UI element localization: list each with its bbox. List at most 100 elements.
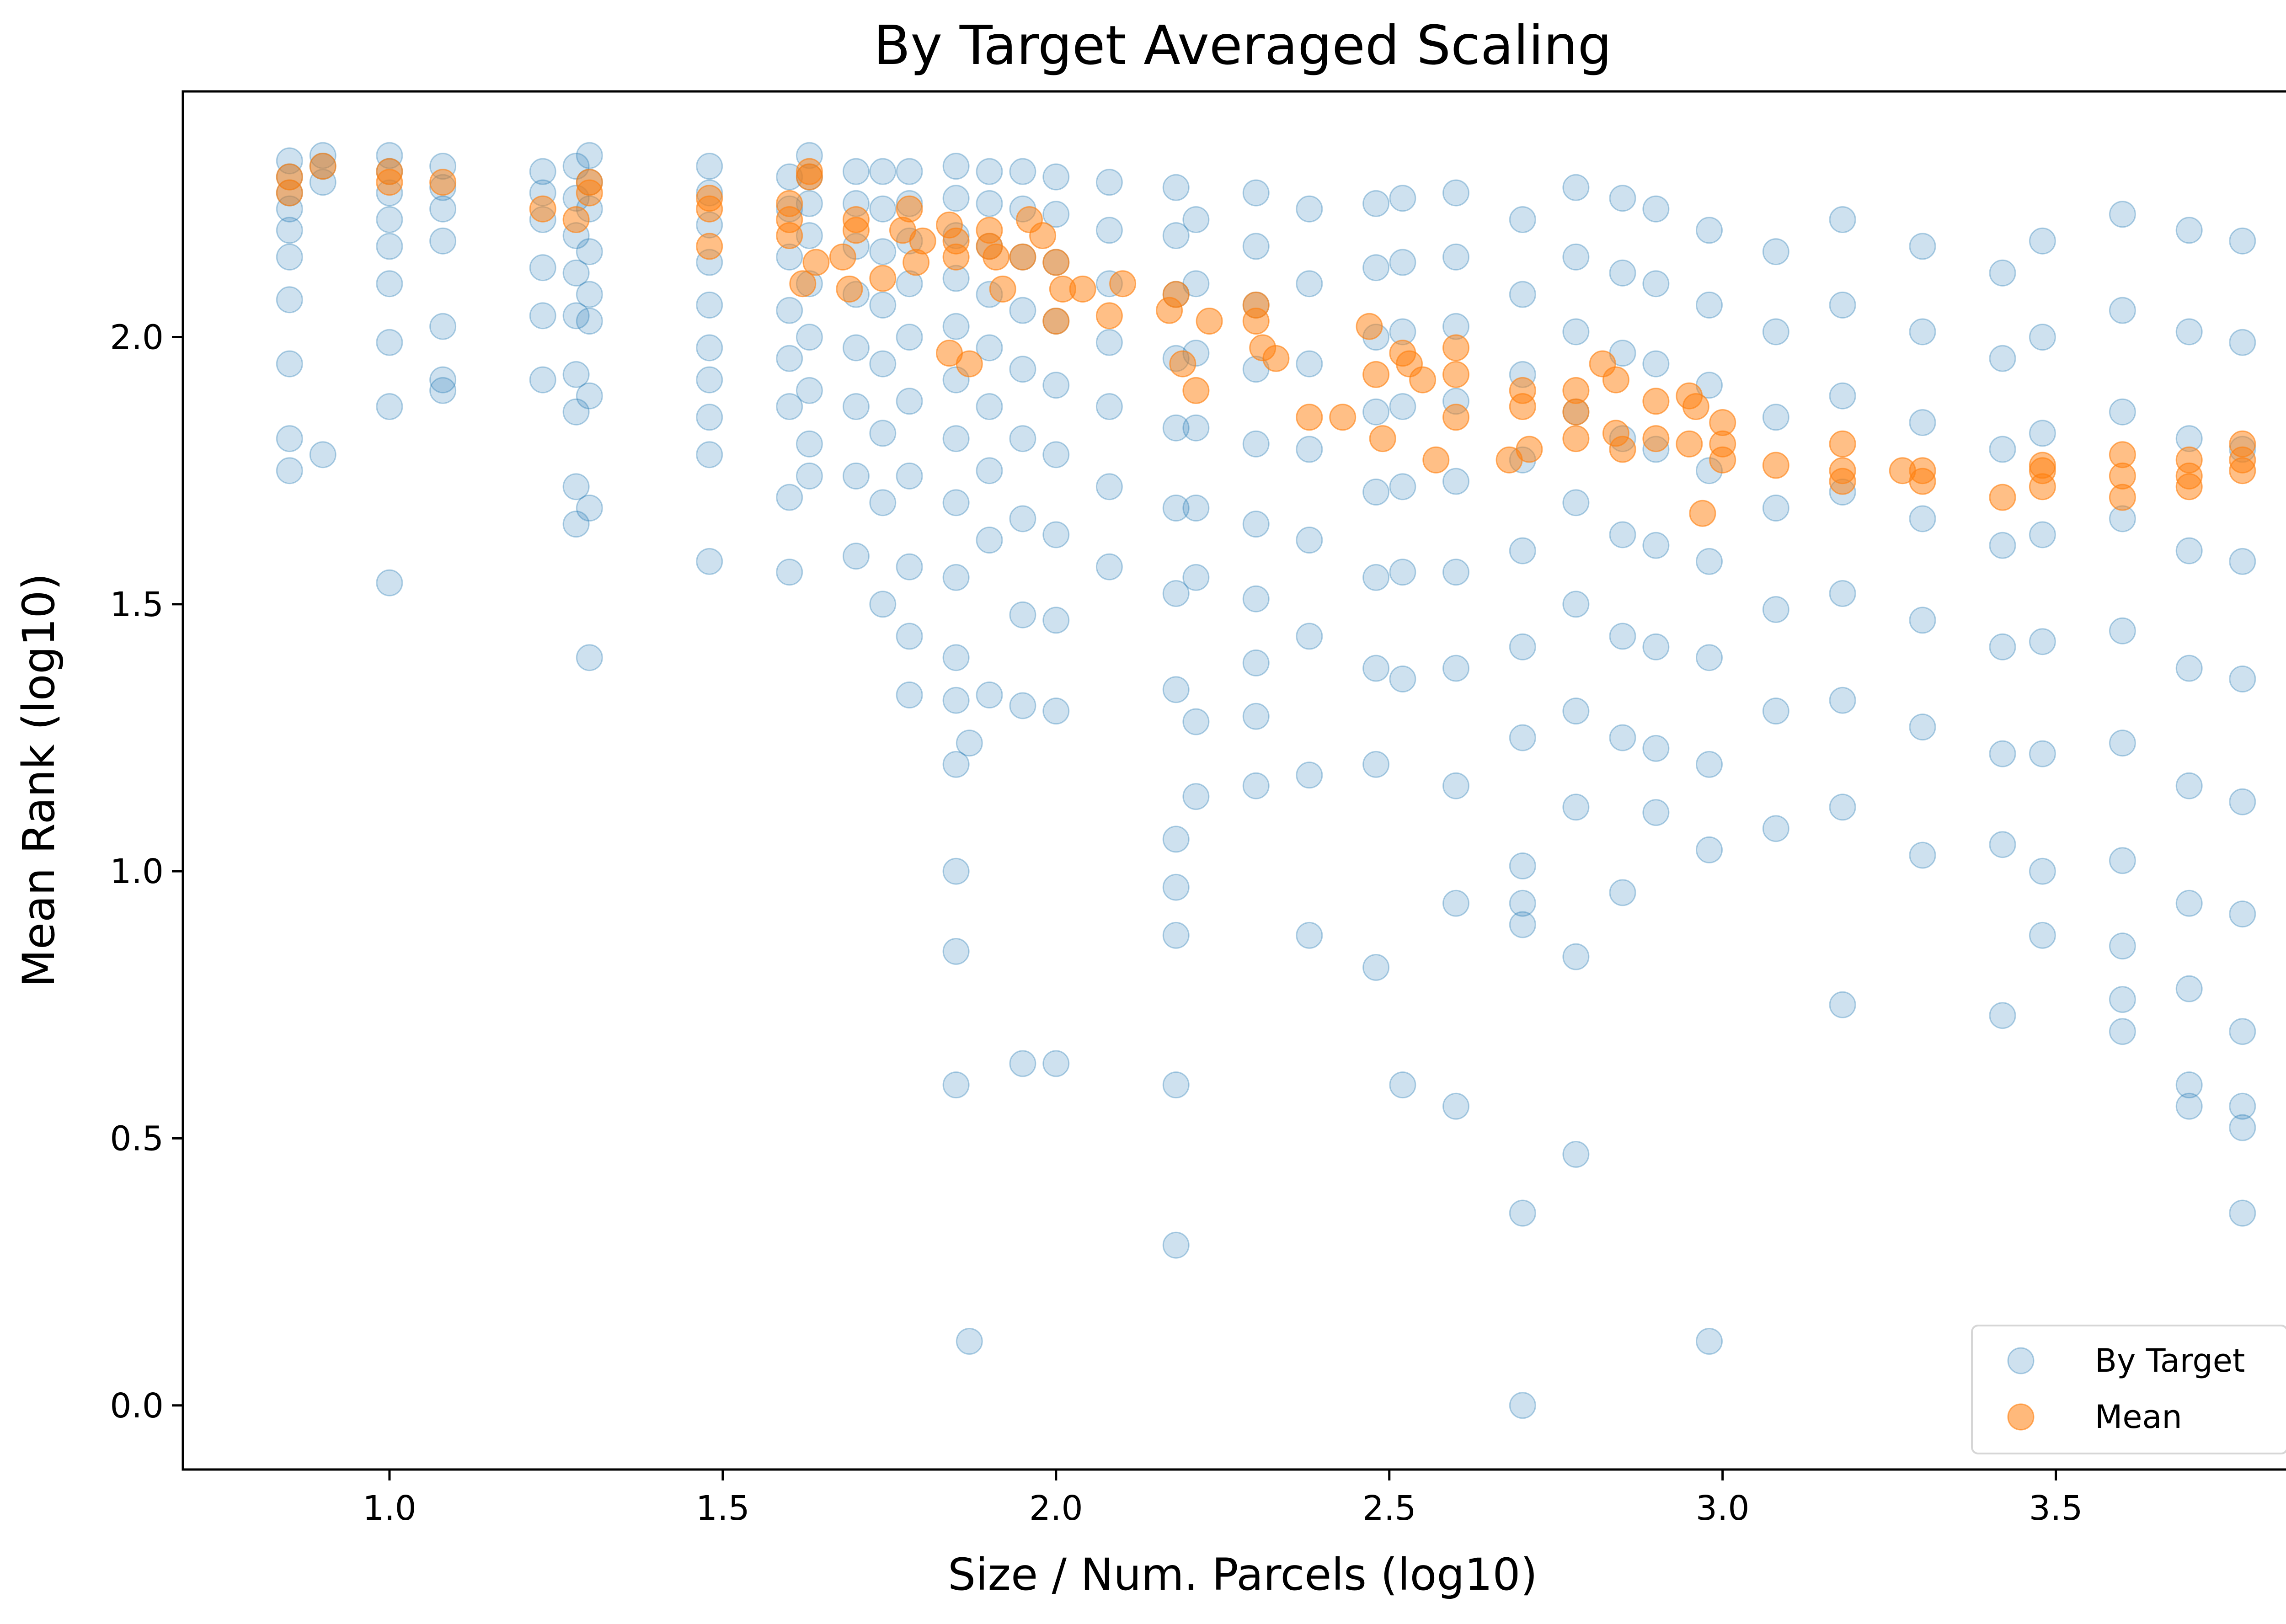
by-target-point	[696, 366, 723, 394]
by-target-point	[576, 281, 603, 308]
by-target-point	[1562, 1141, 1590, 1168]
by-target-point	[1362, 190, 1390, 217]
by-target-point	[776, 559, 803, 586]
mean-point	[1109, 270, 1137, 298]
mean-point	[576, 179, 603, 207]
by-target-point	[696, 441, 723, 469]
by-target-point	[1509, 206, 1536, 233]
by-target-point	[1442, 655, 1469, 682]
by-target-point	[942, 938, 970, 965]
by-target-point	[1242, 649, 1270, 676]
by-target-point	[1162, 921, 1190, 949]
x-tick-label: 2.5	[1362, 1489, 1416, 1528]
mean-point	[1709, 446, 1736, 474]
x-tick-label: 1.0	[363, 1489, 417, 1528]
mean-point	[2175, 473, 2203, 501]
by-target-point	[576, 308, 603, 335]
by-target-point	[276, 217, 303, 244]
by-target-point	[1989, 436, 2016, 463]
by-target-point	[1829, 291, 1856, 319]
by-target-point	[2175, 1071, 2203, 1099]
by-target-point	[942, 564, 970, 591]
by-target-point	[842, 393, 870, 420]
mean-point	[696, 233, 723, 260]
by-target-point	[276, 457, 303, 485]
by-target-point	[1829, 687, 1856, 714]
by-target-point	[842, 158, 870, 185]
by-target-point	[1389, 1071, 1416, 1099]
by-target-point	[842, 462, 870, 490]
y-tick-label: 0.5	[110, 1119, 164, 1158]
by-target-point	[576, 238, 603, 266]
mean-point	[1562, 425, 1590, 453]
by-target-point	[1389, 473, 1416, 501]
by-target-point	[2109, 1018, 2136, 1045]
by-target-point	[1829, 991, 1856, 1018]
by-target-point	[1182, 564, 1210, 591]
by-target-point	[1562, 698, 1590, 725]
by-target-point	[1509, 537, 1536, 564]
by-target-point	[1162, 1071, 1190, 1099]
by-target-point	[562, 398, 590, 426]
by-target-point	[276, 425, 303, 453]
by-target-point	[1509, 633, 1536, 660]
by-target-point	[1362, 254, 1390, 282]
by-target-point	[562, 473, 590, 501]
by-target-point	[2029, 420, 2056, 447]
by-target-point	[2175, 655, 2203, 682]
by-target-point	[1762, 596, 1789, 623]
mean-point	[1162, 281, 1190, 308]
by-target-point	[1296, 436, 1323, 463]
by-target-point	[2175, 772, 2203, 799]
by-target-point	[1509, 1392, 1536, 1419]
by-target-point	[869, 291, 897, 319]
by-target-point	[942, 489, 970, 516]
by-target-point	[1829, 206, 1856, 233]
by-target-point	[776, 393, 803, 420]
y-axis: 0.0 0.5 1.0 1.5 2.0	[110, 318, 183, 1426]
by-target-point	[1442, 772, 1469, 799]
by-target-point	[942, 153, 970, 180]
by-target-point	[869, 591, 897, 618]
by-target-point	[1442, 1092, 1469, 1120]
by-target-point	[869, 420, 897, 447]
plot-frame	[182, 90, 2286, 1471]
by-target-point	[1162, 676, 1190, 703]
by-target-point	[276, 286, 303, 314]
by-target-point	[1642, 270, 1670, 298]
by-target-point	[1509, 281, 1536, 308]
by-target-point	[1042, 372, 1070, 399]
by-target-point	[1762, 698, 1789, 725]
by-target-point	[1442, 243, 1469, 271]
by-target-point	[1642, 195, 1670, 223]
mean-point	[956, 350, 983, 378]
by-target-point	[1182, 495, 1210, 522]
by-target-point	[976, 158, 1003, 185]
mean-point	[529, 195, 556, 223]
by-target-point	[869, 489, 897, 516]
by-target-point	[1389, 666, 1416, 692]
by-target-point	[1909, 505, 1936, 532]
mean-point	[1356, 313, 1383, 340]
by-target-point	[1009, 1050, 1036, 1077]
mean-point	[983, 243, 1010, 271]
by-target-point	[1696, 836, 1723, 863]
by-target-point	[429, 227, 457, 255]
by-target-point	[776, 345, 803, 372]
legend-marker-mean	[2007, 1403, 2035, 1431]
by-target-point	[942, 1071, 970, 1099]
by-target-point	[956, 1328, 983, 1355]
by-target-point	[1162, 414, 1190, 442]
by-target-point	[2029, 857, 2056, 885]
by-target-point	[529, 254, 556, 282]
by-target-point	[1162, 873, 1190, 901]
by-target-point	[1362, 398, 1390, 426]
by-target-point	[1762, 238, 1789, 266]
by-target-point	[896, 553, 923, 580]
by-target-point	[1242, 585, 1270, 612]
by-target-point	[1442, 889, 1469, 917]
x-tick-label: 3.5	[2029, 1489, 2083, 1528]
by-target-point	[1989, 345, 2016, 372]
by-target-point	[1909, 233, 1936, 260]
by-target-point	[529, 158, 556, 185]
